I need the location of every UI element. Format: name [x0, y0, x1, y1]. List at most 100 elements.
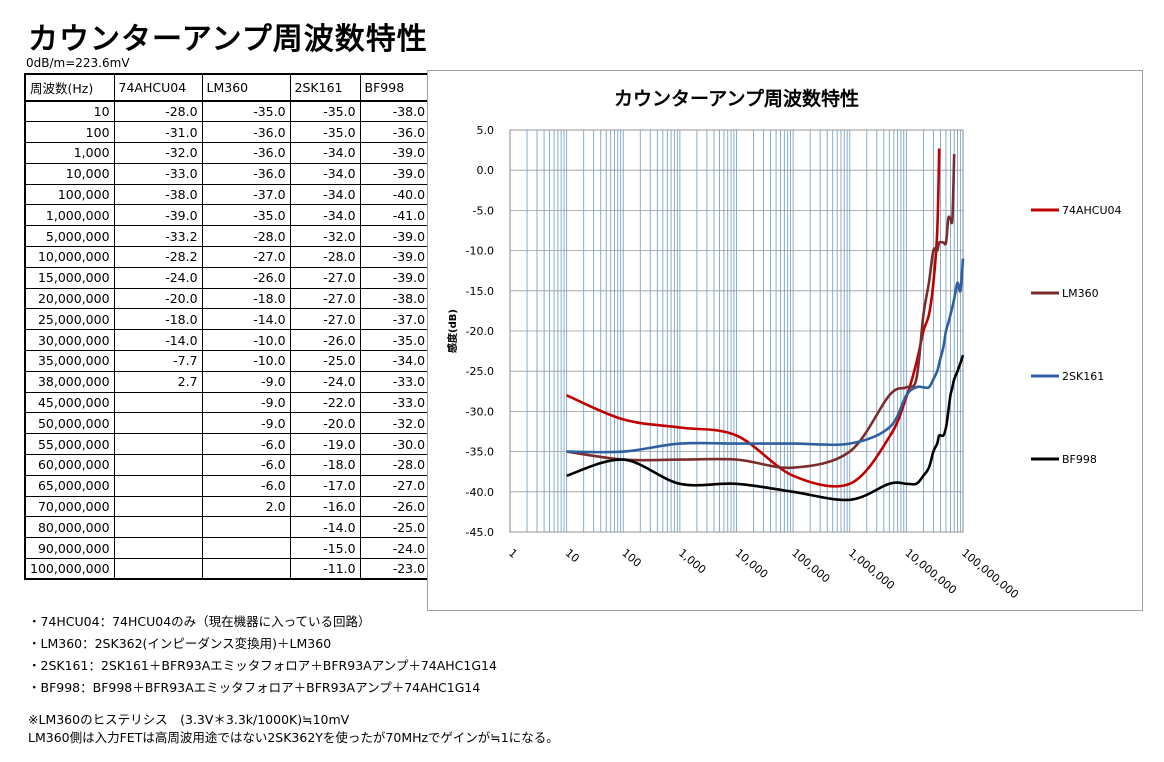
table-cell[interactable]: [113, 558, 203, 580]
table-cell[interactable]: -32.0: [113, 142, 203, 164]
table-cell[interactable]: -32.0: [289, 225, 361, 248]
table-cell[interactable]: -30.0: [359, 433, 431, 456]
table-cell[interactable]: -18.0: [289, 454, 361, 476]
table-cell[interactable]: -36.0: [201, 142, 291, 164]
table-cell[interactable]: [113, 454, 203, 476]
table-cell[interactable]: [113, 474, 203, 497]
table-cell[interactable]: -35.0: [289, 100, 361, 123]
table-cell[interactable]: -38.0: [359, 100, 431, 123]
table-cell[interactable]: -15.0: [289, 537, 361, 560]
table-cell[interactable]: -14.0: [113, 329, 203, 352]
table-cell[interactable]: -37.0: [359, 308, 431, 331]
table-cell[interactable]: -26.0: [289, 329, 361, 352]
table-cell[interactable]: 20,000,000: [24, 287, 115, 310]
table-cell[interactable]: -34.0: [289, 162, 361, 185]
table-cell[interactable]: -27.0: [201, 246, 291, 268]
table-cell[interactable]: 55,000,000: [24, 433, 115, 456]
table-cell[interactable]: 10,000: [24, 162, 115, 185]
table-cell[interactable]: -24.0: [359, 537, 431, 560]
table-cell[interactable]: 60,000,000: [24, 454, 115, 476]
table-cell[interactable]: [201, 537, 291, 560]
table-cell[interactable]: -9.0: [201, 412, 291, 435]
table-cell[interactable]: 38,000,000: [24, 370, 115, 393]
table-cell[interactable]: -39.0: [359, 225, 431, 248]
table-cell[interactable]: -36.0: [359, 121, 431, 144]
table-cell[interactable]: -9.0: [201, 391, 291, 414]
table-cell[interactable]: 100,000,000: [24, 558, 115, 580]
table-cell[interactable]: [113, 391, 203, 414]
table-cell[interactable]: -22.0: [289, 391, 361, 414]
table-cell[interactable]: -14.0: [201, 308, 291, 331]
table-cell[interactable]: 80,000,000: [24, 516, 115, 539]
header-bf998[interactable]: BF998: [359, 73, 431, 102]
table-cell[interactable]: -24.0: [113, 266, 203, 289]
table-cell[interactable]: [113, 433, 203, 456]
table-cell[interactable]: -25.0: [289, 350, 361, 372]
table-cell[interactable]: -38.0: [359, 287, 431, 310]
table-cell[interactable]: -39.0: [359, 142, 431, 164]
table-cell[interactable]: 100,000: [24, 183, 115, 206]
table-cell[interactable]: -7.7: [113, 350, 203, 372]
table-cell[interactable]: -23.0: [359, 558, 431, 580]
table-cell[interactable]: 45,000,000: [24, 391, 115, 414]
table-cell[interactable]: -24.0: [289, 370, 361, 393]
table-cell[interactable]: -37.0: [201, 183, 291, 206]
table-cell[interactable]: -40.0: [359, 183, 431, 206]
table-cell[interactable]: -11.0: [289, 558, 361, 580]
table-cell[interactable]: 100: [24, 121, 115, 144]
header-lm360[interactable]: LM360: [201, 73, 291, 102]
table-cell[interactable]: -27.0: [289, 308, 361, 331]
table-cell[interactable]: -10.0: [201, 350, 291, 372]
table-cell[interactable]: -20.0: [289, 412, 361, 435]
table-cell[interactable]: -17.0: [289, 474, 361, 497]
table-cell[interactable]: -28.0: [113, 100, 203, 123]
table-cell[interactable]: -28.2: [113, 246, 203, 268]
table-cell[interactable]: [113, 537, 203, 560]
table-cell[interactable]: -39.0: [113, 204, 203, 227]
table-cell[interactable]: -28.0: [289, 246, 361, 268]
table-cell[interactable]: -33.0: [113, 162, 203, 185]
table-cell[interactable]: -6.0: [201, 433, 291, 456]
table-cell[interactable]: -33.0: [359, 391, 431, 414]
table-cell[interactable]: [113, 516, 203, 539]
table-cell[interactable]: [113, 412, 203, 435]
table-cell[interactable]: -33.0: [359, 370, 431, 393]
table-cell[interactable]: -39.0: [359, 266, 431, 289]
table-cell[interactable]: -28.0: [359, 454, 431, 476]
table-cell[interactable]: 2.0: [201, 495, 291, 518]
table-cell[interactable]: -18.0: [113, 308, 203, 331]
table-cell[interactable]: -6.0: [201, 474, 291, 497]
table-cell[interactable]: -18.0: [201, 287, 291, 310]
table-cell[interactable]: 10: [24, 100, 115, 123]
table-cell[interactable]: -34.0: [359, 350, 431, 372]
table-cell[interactable]: -33.2: [113, 225, 203, 248]
table-cell[interactable]: -31.0: [113, 121, 203, 144]
table-cell[interactable]: -14.0: [289, 516, 361, 539]
table-cell[interactable]: 5,000,000: [24, 225, 115, 248]
chart-area[interactable]: 5.0 0.0 -5.0 -10.0 -15.0 -20.0 -25.0 -30.0 -35.0…: [427, 70, 1143, 611]
table-cell[interactable]: 1,000,000: [24, 204, 115, 227]
table-cell[interactable]: -20.0: [113, 287, 203, 310]
table-cell[interactable]: 70,000,000: [24, 495, 115, 518]
table-cell[interactable]: -36.0: [201, 162, 291, 185]
table-cell[interactable]: -34.0: [289, 183, 361, 206]
header-74ahcu04[interactable]: 74AHCU04: [113, 73, 203, 102]
table-cell[interactable]: -6.0: [201, 454, 291, 476]
table-cell[interactable]: [201, 516, 291, 539]
table-cell[interactable]: 50,000,000: [24, 412, 115, 435]
table-cell[interactable]: 65,000,000: [24, 474, 115, 497]
table-cell[interactable]: -38.0: [113, 183, 203, 206]
table-cell[interactable]: 15,000,000: [24, 266, 115, 289]
table-cell[interactable]: -35.0: [201, 204, 291, 227]
table-cell[interactable]: 35,000,000: [24, 350, 115, 372]
table-cell[interactable]: -41.0: [359, 204, 431, 227]
table-cell[interactable]: 10,000,000: [24, 246, 115, 268]
table-cell[interactable]: -26.0: [359, 495, 431, 518]
table-cell[interactable]: -34.0: [289, 142, 361, 164]
table-cell[interactable]: [201, 558, 291, 580]
table-cell[interactable]: -27.0: [289, 266, 361, 289]
table-cell[interactable]: -28.0: [201, 225, 291, 248]
table-cell[interactable]: -35.0: [289, 121, 361, 144]
table-cell[interactable]: -27.0: [289, 287, 361, 310]
table-cell[interactable]: 30,000,000: [24, 329, 115, 352]
